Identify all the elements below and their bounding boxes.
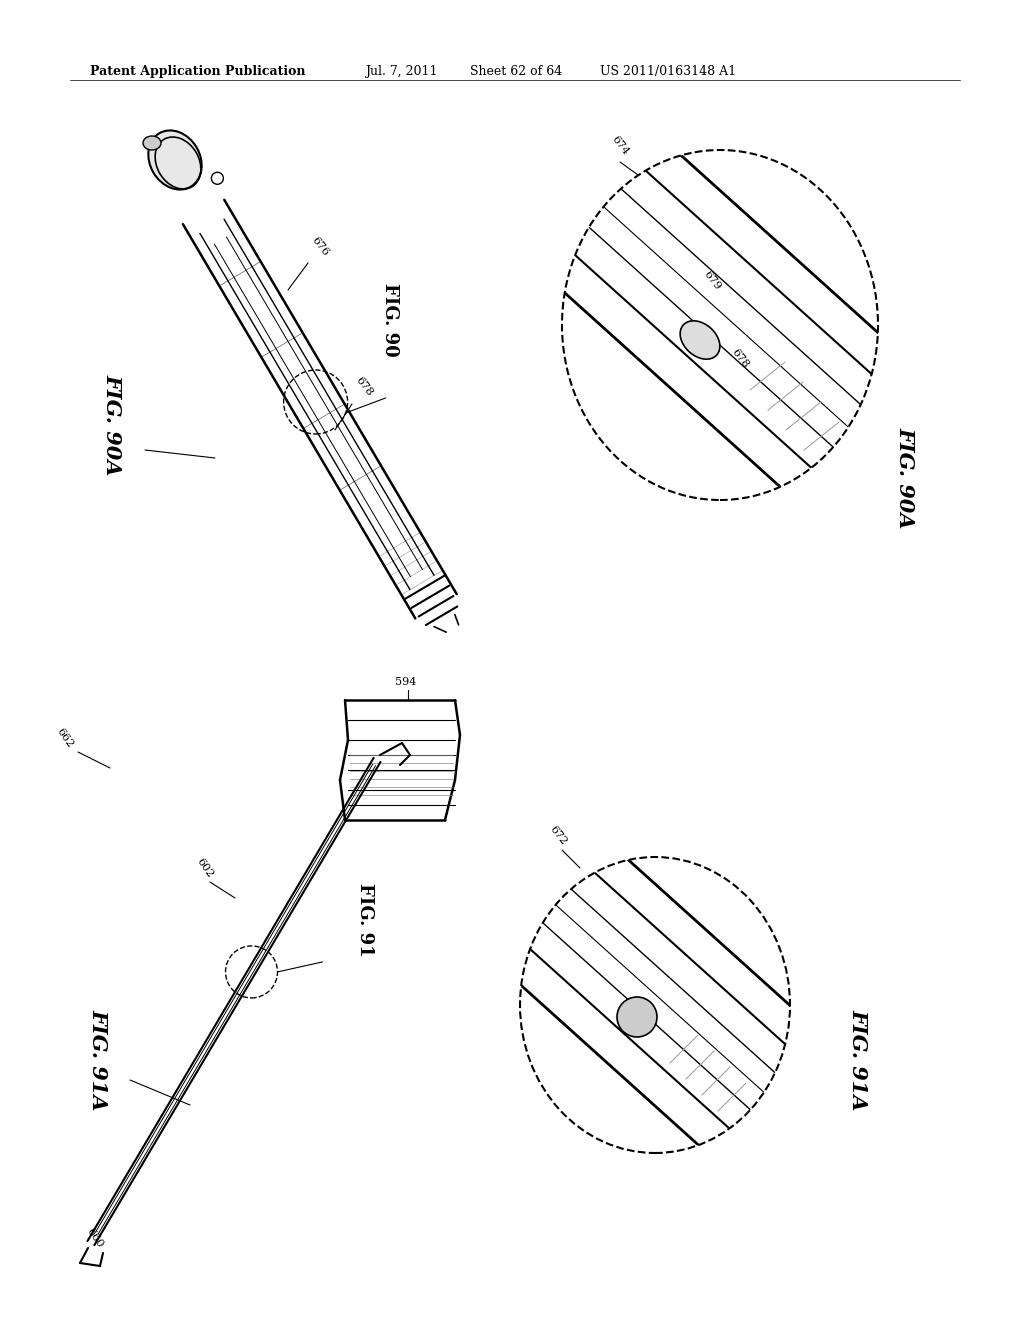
Text: FIG. 91A: FIG. 91A [88, 1010, 108, 1110]
Text: FIG. 91A: FIG. 91A [848, 1010, 868, 1110]
Ellipse shape [143, 136, 161, 150]
Ellipse shape [520, 857, 790, 1152]
Text: Jul. 7, 2011: Jul. 7, 2011 [365, 65, 437, 78]
Text: Sheet 62 of 64: Sheet 62 of 64 [470, 65, 562, 78]
Text: 678: 678 [730, 347, 751, 370]
Text: FIG. 90A: FIG. 90A [895, 428, 915, 529]
Text: FIG. 91: FIG. 91 [356, 883, 374, 957]
Text: 672: 672 [548, 824, 569, 847]
Circle shape [211, 173, 223, 185]
Text: 602: 602 [195, 857, 215, 880]
Text: FIG. 90A: FIG. 90A [102, 375, 122, 475]
Text: US 2011/0163148 A1: US 2011/0163148 A1 [600, 65, 736, 78]
Text: 678: 678 [354, 375, 375, 399]
Text: 674: 674 [610, 135, 631, 157]
Circle shape [617, 997, 657, 1038]
Ellipse shape [148, 131, 202, 190]
Ellipse shape [562, 150, 878, 500]
Text: 679: 679 [702, 269, 723, 292]
Text: 676: 676 [310, 235, 331, 257]
Text: 660: 660 [85, 1226, 105, 1250]
Ellipse shape [680, 321, 720, 359]
Text: 662: 662 [55, 727, 76, 750]
Text: 594: 594 [395, 677, 417, 686]
Text: Patent Application Publication: Patent Application Publication [90, 65, 305, 78]
Text: FIG. 90: FIG. 90 [381, 282, 399, 356]
